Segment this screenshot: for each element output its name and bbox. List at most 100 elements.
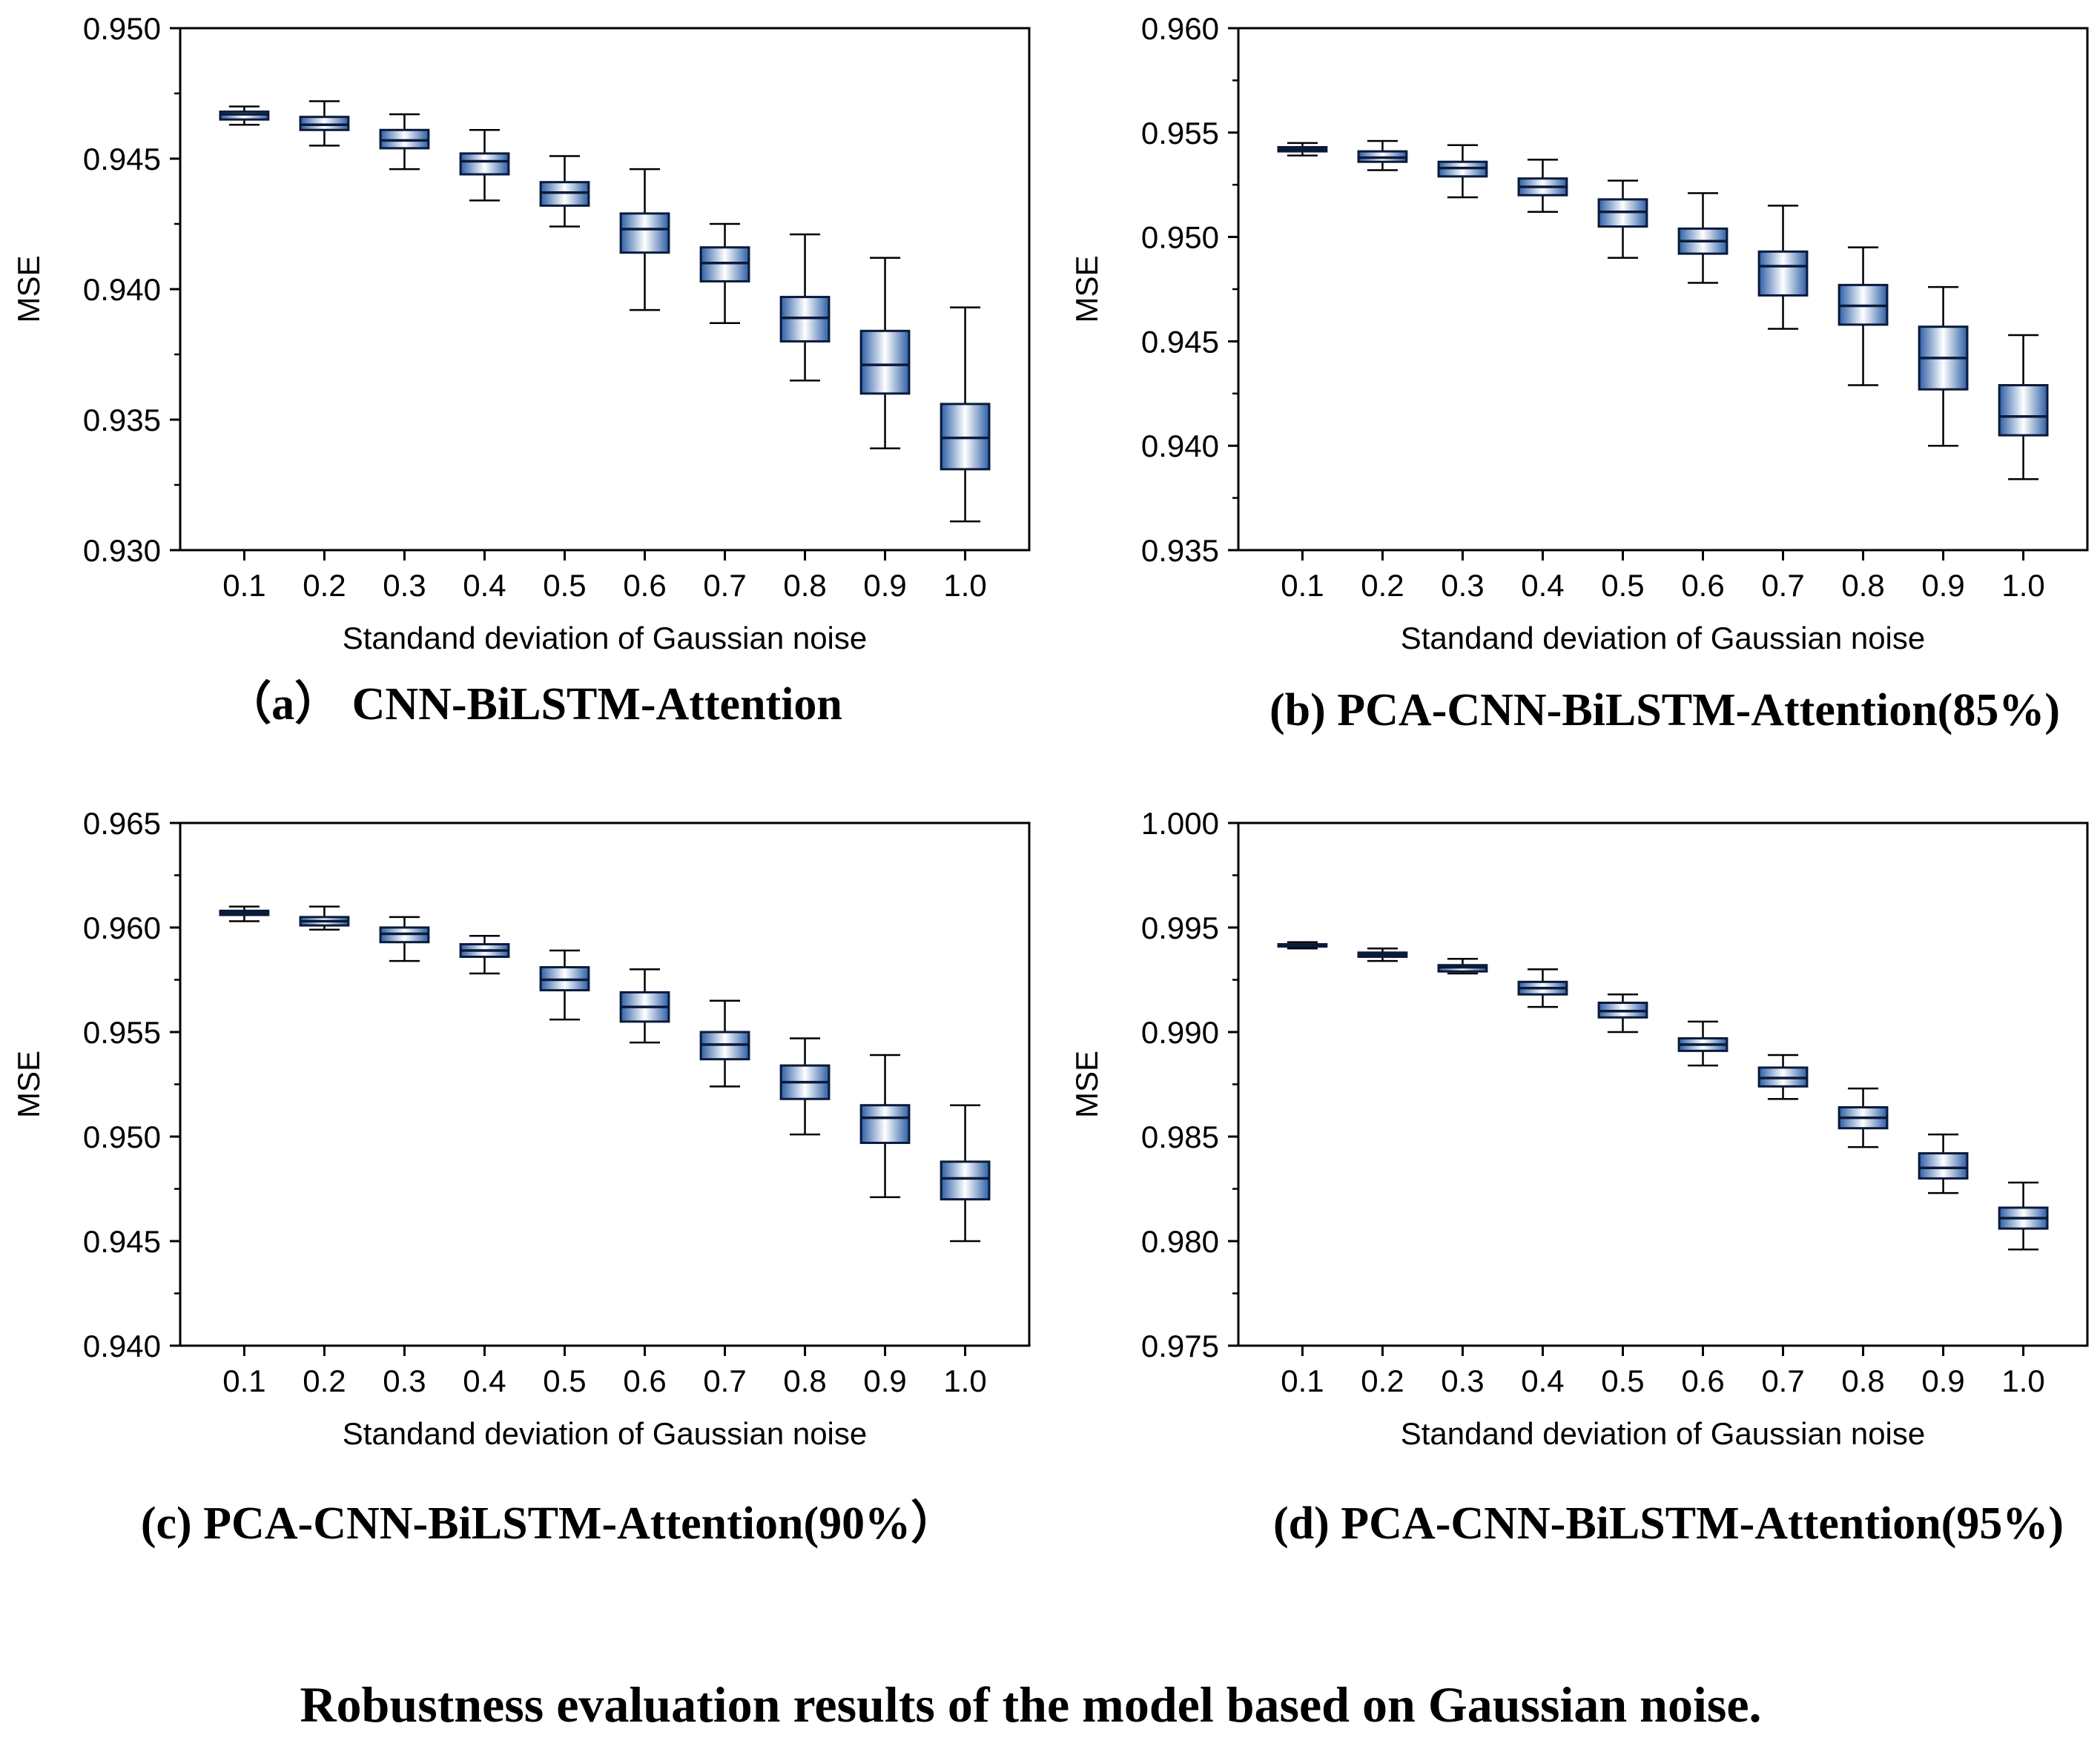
figure-caption: Robustness evaluation results of the mod…: [300, 1676, 1761, 1733]
box-0.9: [1918, 1133, 1969, 1194]
box-0.5: [539, 949, 590, 1021]
iqr-box: [539, 181, 590, 207]
y-tick-label: 0.930: [83, 533, 161, 568]
box-1.0: [940, 306, 991, 523]
chart-panel-4: 0.975 0.980 0.985 0.990 0.995 1.000 0.1 0.2 0.3 0…: [1069, 806, 2089, 1549]
y-tick-label: 0.940: [83, 272, 161, 307]
x-tick-label: 1.0: [943, 1363, 986, 1398]
iqr-box: [940, 1160, 991, 1201]
iqr-box: [859, 329, 911, 395]
x-tick-label: 0.8: [783, 568, 826, 603]
x-tick-label: 0.6: [1681, 568, 1724, 603]
iqr-box: [619, 212, 670, 254]
x-tick-label: 0.5: [543, 568, 586, 603]
y-tick-label: 0.935: [1141, 533, 1219, 568]
x-tick-label: 0.7: [1761, 1363, 1804, 1398]
x-tick-label: 0.4: [1521, 1363, 1564, 1398]
x-tick-label: 0.2: [303, 1363, 346, 1398]
box-0.4: [1517, 968, 1568, 1008]
box-0.8: [1838, 246, 1889, 386]
x-tick-label: 0.1: [1281, 568, 1324, 603]
x-tick-label: 1.0: [2001, 1363, 2044, 1398]
y-tick-label: 0.950: [83, 1120, 161, 1154]
y-tick-label: 0.960: [83, 910, 161, 945]
box-0.7: [1757, 1054, 1809, 1100]
box-0.1: [219, 105, 270, 126]
x-tick-label: 0.1: [222, 568, 265, 603]
box-0.7: [1757, 205, 1809, 330]
x-tick-label: 0.9: [863, 1363, 906, 1398]
box-0.5: [539, 155, 590, 228]
x-axis-title: Standand deviation of Gaussian noise: [1401, 1416, 1926, 1451]
iqr-box: [699, 246, 750, 282]
box-1.0: [1998, 1181, 2049, 1251]
chart-panel-1: 0.930 0.935 0.940 0.945 0.950 0.1 0.2 0.3 0.4 0.5…: [11, 11, 1031, 730]
x-tick-label: 0.5: [543, 1363, 586, 1398]
x-tick-label: 0.3: [1441, 1363, 1484, 1398]
iqr-box: [1918, 1152, 1969, 1180]
x-tick-label: 0.4: [463, 568, 506, 603]
x-tick-label: 0.9: [863, 568, 906, 603]
box-0.9: [1918, 285, 1969, 447]
y-tick-label: 0.955: [1141, 116, 1219, 151]
x-tick-label: 0.1: [1281, 1363, 1324, 1398]
y-tick-label: 0.990: [1141, 1015, 1219, 1050]
x-tick-label: 0.7: [1761, 568, 1804, 603]
y-tick-label: 0.945: [83, 1224, 161, 1259]
x-tick-label: 0.7: [703, 568, 746, 603]
x-axis-title: Standand deviation of Gaussian noise: [1401, 621, 1926, 655]
x-axis-title: Standand deviation of Gaussian noise: [343, 1416, 868, 1451]
box-0.2: [299, 100, 350, 147]
y-tick-label: 0.935: [83, 403, 161, 437]
y-axis-title: MSE: [11, 1051, 46, 1118]
box-1.0: [940, 1104, 991, 1243]
iqr-box: [379, 128, 430, 150]
box-0.5: [1597, 993, 1648, 1034]
y-tick-label: 0.980: [1141, 1224, 1219, 1259]
panel-caption: （a） CNN-BiLSTM-Attention: [225, 678, 842, 730]
y-tick-label: 0.985: [1141, 1120, 1219, 1154]
y-tick-label: 0.995: [1141, 910, 1219, 945]
y-tick-label: 1.000: [1141, 806, 1219, 841]
x-axis-title: Standand deviation of Gaussian noise: [343, 621, 868, 655]
box-0.4: [459, 935, 510, 975]
x-tick-label: 0.5: [1601, 568, 1644, 603]
box-0.1: [1277, 142, 1328, 157]
chart-panel-2: 0.935 0.940 0.945 0.950 0.955 0.960 0.1 0.2 0.3 0…: [1069, 11, 2089, 735]
box-0.2: [1357, 139, 1408, 171]
x-tick-label: 0.1: [222, 1363, 265, 1398]
box-0.6: [619, 968, 670, 1044]
box-0.9: [859, 257, 911, 449]
box-0.3: [1437, 958, 1488, 975]
box-0.1: [219, 905, 270, 922]
x-tick-label: 1.0: [2001, 568, 2044, 603]
box-0.2: [299, 905, 350, 931]
x-tick-label: 0.7: [703, 1363, 746, 1398]
iqr-box: [299, 116, 350, 131]
x-tick-label: 0.2: [1361, 1363, 1404, 1398]
box-0.8: [779, 233, 831, 382]
y-tick-label: 0.960: [1141, 11, 1219, 46]
box-0.2: [1357, 947, 1408, 962]
box-0.4: [1517, 159, 1568, 214]
y-tick-label: 0.965: [83, 806, 161, 841]
box-0.6: [1677, 192, 1728, 284]
y-axis-title: MSE: [11, 255, 46, 323]
x-tick-label: 0.2: [303, 568, 346, 603]
panel-caption: (c) PCA-CNN-BiLSTM-Attention(90%）: [141, 1497, 957, 1549]
iqr-box: [779, 296, 831, 343]
x-tick-label: 0.5: [1601, 1363, 1644, 1398]
x-tick-label: 0.2: [1361, 568, 1404, 603]
iqr-box: [859, 1104, 911, 1144]
box-0.8: [1838, 1087, 1889, 1148]
x-tick-label: 0.8: [783, 1363, 826, 1398]
box-0.3: [379, 113, 430, 171]
iqr-box: [219, 110, 270, 121]
x-tick-label: 0.9: [1921, 1363, 1964, 1398]
y-tick-label: 0.975: [1141, 1329, 1219, 1363]
iqr-box: [940, 403, 991, 471]
y-tick-label: 0.945: [1141, 324, 1219, 359]
y-tick-label: 0.950: [1141, 220, 1219, 255]
panel-caption: (b) PCA-CNN-BiLSTM-Attention(85%): [1269, 685, 2060, 735]
